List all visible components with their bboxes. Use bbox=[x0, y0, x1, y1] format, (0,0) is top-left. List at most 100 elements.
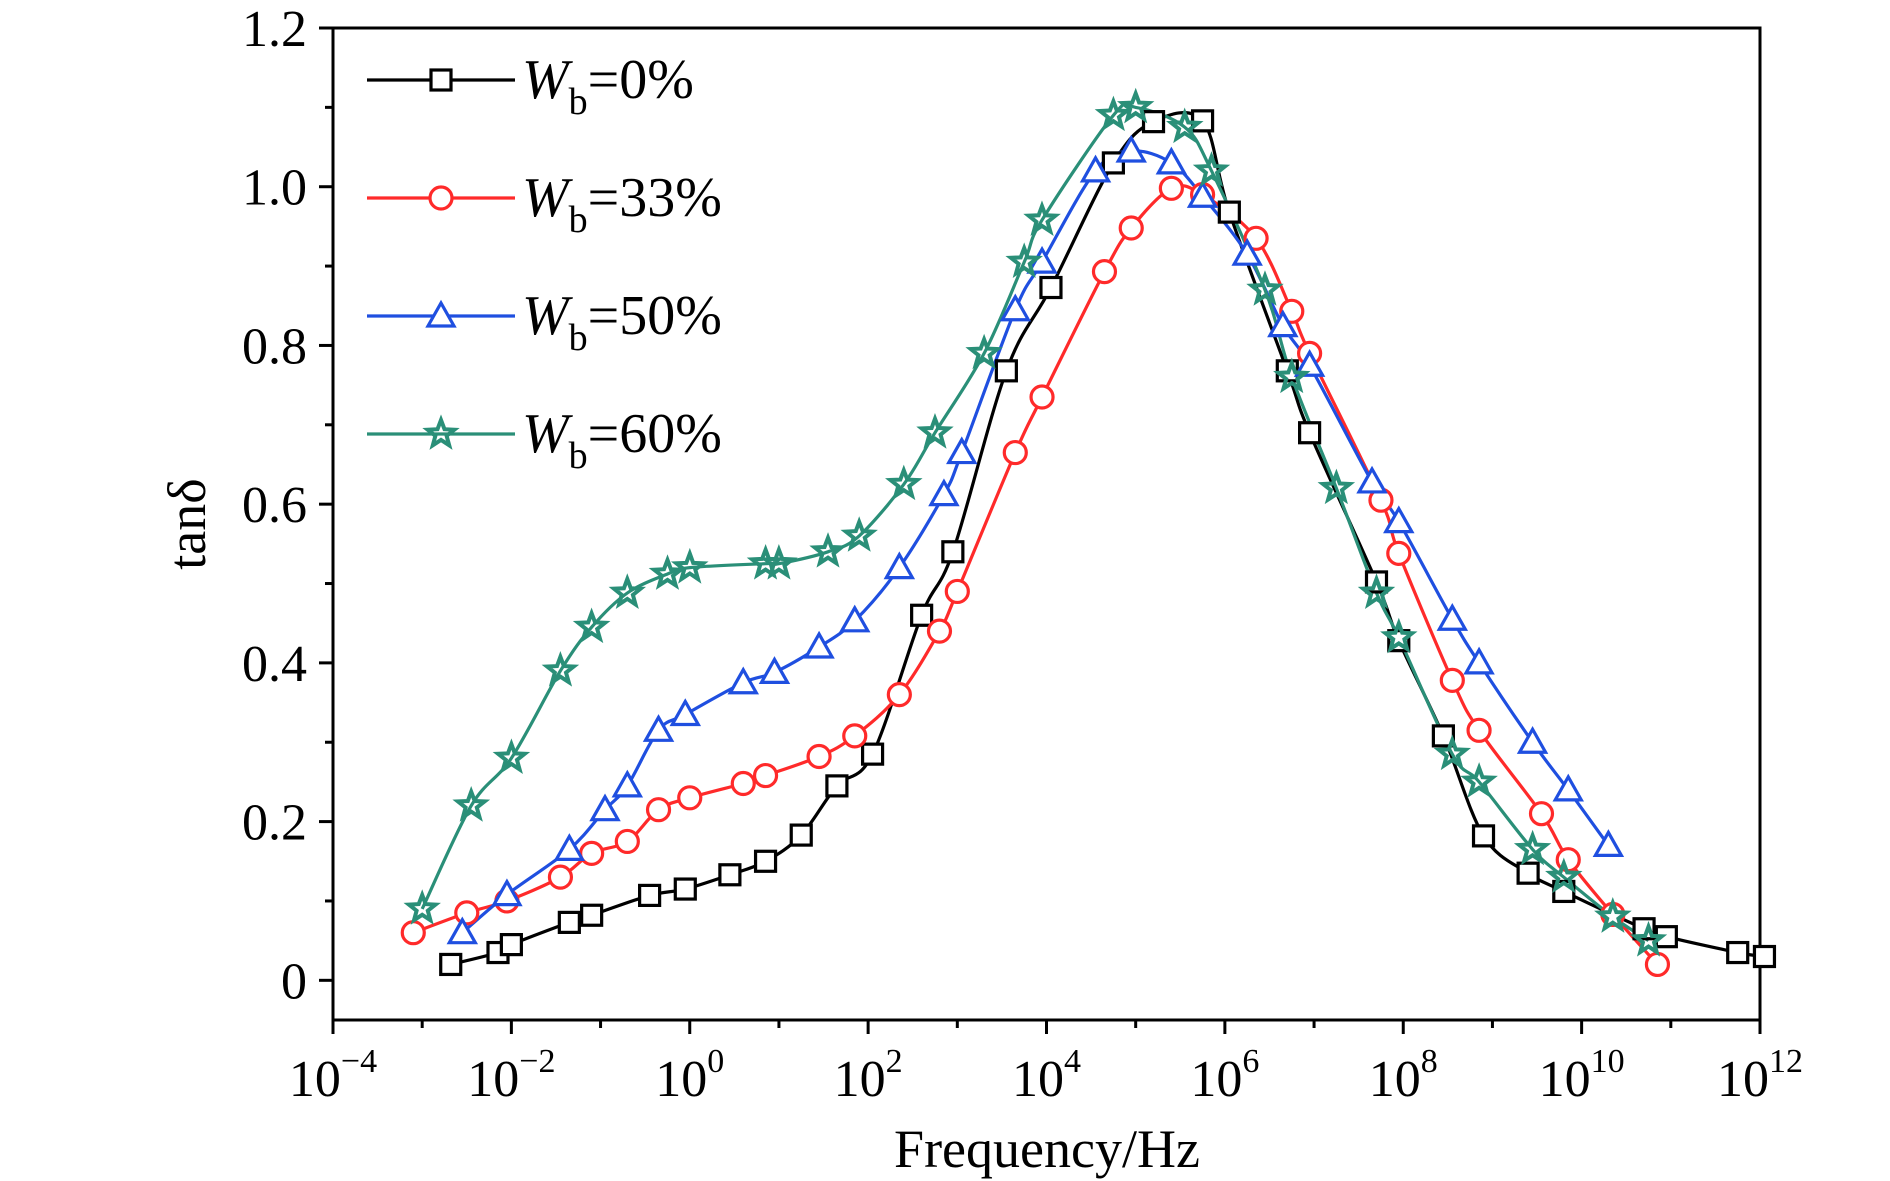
data-point-2 bbox=[1115, 134, 1147, 163]
data-point-1 bbox=[1118, 215, 1144, 241]
data-point-2 bbox=[1186, 179, 1219, 208]
data-point-2 bbox=[1592, 829, 1625, 858]
legend-label: Wb=33% bbox=[522, 167, 722, 241]
data-point-0 bbox=[1298, 421, 1322, 445]
data-point-3 bbox=[492, 738, 531, 774]
y-tick-label: 0.8 bbox=[242, 318, 307, 375]
data-point-1 bbox=[752, 762, 779, 789]
data-point-0 bbox=[1217, 200, 1241, 224]
data-point-3 bbox=[1116, 87, 1155, 124]
data-point-2 bbox=[758, 656, 791, 685]
data-point-2 bbox=[1552, 773, 1584, 802]
data-point-2 bbox=[1383, 505, 1415, 534]
data-point-1 bbox=[730, 770, 756, 797]
data-point-3 bbox=[1380, 617, 1418, 654]
data-point-3 bbox=[670, 547, 709, 584]
data-point-2 bbox=[642, 714, 675, 742]
data-point-1 bbox=[842, 723, 868, 749]
data-point-3 bbox=[760, 544, 798, 580]
data-point-0 bbox=[718, 863, 742, 887]
data-point-3 bbox=[1433, 734, 1472, 771]
data-point-0 bbox=[1039, 275, 1063, 300]
data-point-1 bbox=[806, 743, 832, 770]
data-point-1 bbox=[547, 864, 574, 890]
data-point-1 bbox=[1029, 384, 1055, 410]
data-point-2 bbox=[589, 793, 621, 822]
data-point-0 bbox=[910, 603, 934, 627]
data-point-2 bbox=[839, 604, 871, 633]
y-axis-ticks: 0 0.2 0.4 0.6 0.8 1.0 1.2 bbox=[242, 1, 333, 1010]
data-point-2 bbox=[1436, 602, 1469, 631]
data-point-0 bbox=[557, 910, 581, 934]
data-point-3 bbox=[1317, 468, 1356, 505]
data-point-1 bbox=[1002, 439, 1028, 466]
data-point-0 bbox=[1516, 861, 1540, 885]
data-point-2 bbox=[928, 478, 960, 507]
series-line-3 bbox=[420, 102, 1650, 942]
data-point-2 bbox=[1463, 646, 1495, 675]
data-point-3 bbox=[1460, 762, 1498, 798]
data-point-3 bbox=[1273, 357, 1311, 394]
data-point-0 bbox=[638, 883, 662, 908]
legend-label: Wb=50% bbox=[522, 285, 722, 359]
data-point-3 bbox=[1629, 920, 1668, 957]
data-point-0 bbox=[673, 877, 697, 901]
x-axis-ticks: 10−4 10−2 100 102 104 106 108 1010 1012 bbox=[289, 1020, 1803, 1108]
data-point-3 bbox=[840, 516, 878, 552]
data-point-2 bbox=[883, 551, 916, 580]
data-point-3 bbox=[809, 532, 847, 568]
x-axis-label: Frequency/Hz bbox=[894, 1119, 1200, 1179]
data-point-1 bbox=[926, 618, 953, 644]
data-point-0 bbox=[1431, 724, 1455, 748]
x-tick-label: 1012 bbox=[1717, 1043, 1803, 1108]
legend-label: Wb=60% bbox=[522, 403, 722, 477]
legend-marker bbox=[422, 414, 460, 450]
data-point-2 bbox=[491, 878, 523, 907]
y-axis-label: tanδ bbox=[157, 478, 217, 569]
data-point-0 bbox=[994, 359, 1018, 383]
data-point-3 bbox=[1594, 897, 1632, 933]
data-point-2 bbox=[446, 916, 479, 945]
data-point-3 bbox=[608, 573, 647, 610]
data-point-3 bbox=[1005, 242, 1043, 278]
y-tick-label: 0 bbox=[281, 953, 307, 1010]
data-point-1 bbox=[677, 785, 703, 811]
data-point-2 bbox=[1079, 154, 1112, 183]
x-tick-label: 108 bbox=[1369, 1043, 1438, 1108]
x-tick-label: 102 bbox=[834, 1043, 903, 1108]
data-point-2 bbox=[553, 833, 586, 861]
x-tick-label: 106 bbox=[1190, 1043, 1259, 1108]
data-point-2 bbox=[1293, 349, 1326, 377]
data-point-2 bbox=[727, 666, 760, 695]
series-lines bbox=[412, 102, 1765, 966]
y-tick-label: 0.4 bbox=[242, 636, 307, 693]
data-point-1 bbox=[1439, 667, 1465, 693]
data-point-1 bbox=[944, 578, 970, 605]
data-point-2 bbox=[1231, 237, 1263, 266]
data-point-2 bbox=[999, 293, 1032, 322]
data-point-1 bbox=[1466, 717, 1492, 743]
data-point-0 bbox=[580, 903, 604, 927]
data-point-0 bbox=[1726, 940, 1750, 965]
data-point-0 bbox=[789, 823, 813, 847]
data-point-0 bbox=[753, 849, 778, 873]
data-point-2 bbox=[946, 436, 978, 465]
data-point-1 bbox=[886, 682, 912, 708]
data-point-1 bbox=[579, 840, 605, 866]
data-point-1 bbox=[1158, 175, 1184, 201]
legend-marker bbox=[429, 68, 453, 92]
y-tick-label: 1.0 bbox=[242, 160, 307, 217]
data-point-1 bbox=[1091, 259, 1118, 285]
data-point-0 bbox=[1471, 824, 1496, 848]
data-point-3 bbox=[403, 889, 441, 925]
x-tick-label: 100 bbox=[655, 1043, 724, 1108]
y-tick-label: 0.6 bbox=[242, 477, 307, 534]
legend-marker bbox=[425, 299, 457, 328]
data-point-2 bbox=[611, 769, 644, 798]
data-point-2 bbox=[803, 630, 835, 659]
data-point-1 bbox=[645, 797, 672, 823]
x-tick-label: 1010 bbox=[1539, 1043, 1625, 1108]
data-point-3 bbox=[452, 785, 491, 822]
data-point-2 bbox=[1267, 309, 1299, 338]
data-point-1 bbox=[1386, 540, 1412, 566]
